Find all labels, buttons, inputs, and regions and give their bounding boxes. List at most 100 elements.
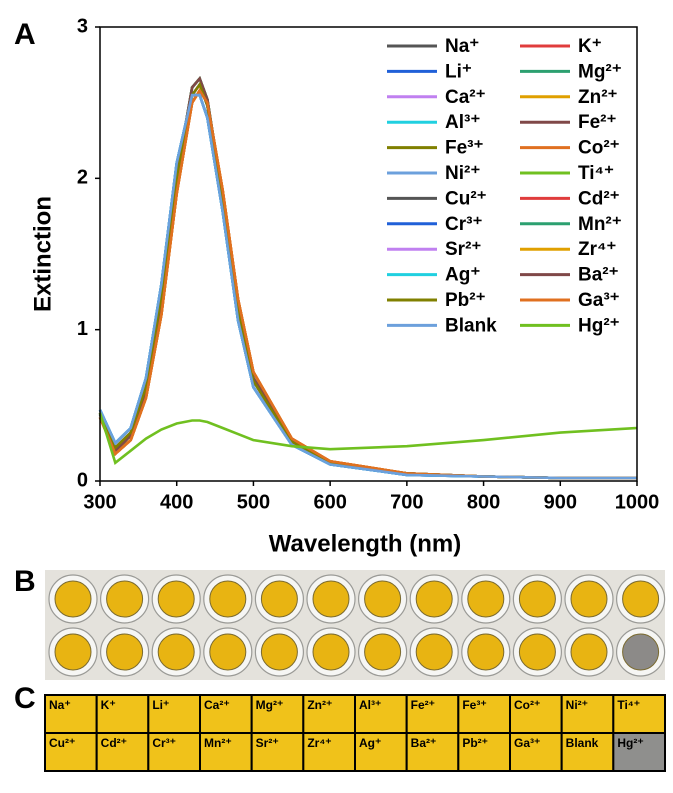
well-liquid <box>157 580 195 618</box>
legend-label: Co²⁺ <box>578 138 620 159</box>
legend-label: Na⁺ <box>445 36 479 57</box>
legend-label: Fe²⁺ <box>578 112 617 133</box>
cell <box>612 694 666 734</box>
legend-label: Sr²⁺ <box>445 239 481 260</box>
cell <box>250 694 305 734</box>
series-line <box>98 75 637 480</box>
y-tick-label: 1 <box>77 318 88 340</box>
cell-label: Ti⁴⁺ <box>617 698 640 712</box>
well-liquid <box>54 633 92 671</box>
cell-label: Pb²⁺ <box>462 736 488 750</box>
cell-label: Zn²⁺ <box>307 698 332 712</box>
well-liquid <box>106 633 144 671</box>
legend-label: Fe³⁺ <box>445 138 484 159</box>
cell <box>199 732 253 772</box>
well-liquid <box>312 633 350 671</box>
well-liquid <box>364 633 402 671</box>
legend-label: Ni²⁺ <box>445 163 480 184</box>
legend-label: Zn²⁺ <box>578 87 618 108</box>
well-liquid <box>570 580 608 618</box>
well-liquid <box>467 580 505 618</box>
well-liquid <box>106 580 144 618</box>
legend-label: Ag⁺ <box>445 265 480 286</box>
cell <box>44 732 98 772</box>
y-axis-label: Extinction <box>29 196 56 312</box>
x-axis-label: Wavelength (nm) <box>269 530 461 557</box>
well-liquid <box>157 633 195 671</box>
well-liquid <box>209 633 247 671</box>
x-tick-label: 400 <box>160 491 193 513</box>
cell-label: Zr⁴⁺ <box>307 736 331 750</box>
cell-label: Cu²⁺ <box>49 736 75 750</box>
legend-label: Ca²⁺ <box>445 87 486 108</box>
legend-label: Blank <box>445 315 497 336</box>
cell-label: Mg²⁺ <box>256 698 284 712</box>
plate-photo <box>45 570 665 680</box>
plot: 300 400 500 600 700 800 900 1000 0 1 2 3 Na⁺ K⁺ Li⁺ Mg²… <box>77 15 659 513</box>
well-liquid <box>260 580 298 618</box>
cell-label: Cr³⁺ <box>152 736 176 750</box>
cell-label: Na⁺ <box>49 698 71 712</box>
cell-label: Ba²⁺ <box>411 736 437 750</box>
well-liquid <box>467 633 505 671</box>
cell-label: Blank <box>566 736 599 750</box>
cell <box>457 694 512 734</box>
well-liquid <box>622 580 660 618</box>
wells <box>48 574 666 677</box>
cell-label: Cd²⁺ <box>101 736 127 750</box>
cell-label: Fe²⁺ <box>411 698 435 712</box>
well-liquid <box>622 633 660 671</box>
cell-label: Ag⁺ <box>359 736 381 750</box>
y-tick-label: 0 <box>77 469 88 491</box>
legend-label: Li⁺ <box>445 61 472 82</box>
cell-label: Fe³⁺ <box>462 698 486 712</box>
panel-label: B <box>14 565 36 598</box>
cell-label: Al³⁺ <box>359 698 381 712</box>
x-tick-label: 600 <box>313 491 346 513</box>
well-liquid <box>209 580 247 618</box>
cell <box>509 732 563 772</box>
legend-label: Ba²⁺ <box>578 265 619 286</box>
legend-label: Mg²⁺ <box>578 61 622 82</box>
x-tick-label: 800 <box>467 491 500 513</box>
cell-label: Hg²⁺ <box>617 736 643 750</box>
well-liquid <box>415 633 453 671</box>
panel-label: C <box>14 682 36 715</box>
cell <box>405 694 460 734</box>
series-line <box>98 75 637 480</box>
x-tick-label: 900 <box>544 491 577 513</box>
series-line <box>98 75 637 480</box>
cell-label: Ni²⁺ <box>566 698 588 712</box>
well-liquid <box>570 633 608 671</box>
well-liquid <box>364 580 402 618</box>
cell <box>405 732 460 772</box>
cell <box>302 732 357 772</box>
legend-label: Zr⁴⁺ <box>578 239 616 260</box>
well-liquid <box>54 580 92 618</box>
legend-label: Pb²⁺ <box>445 290 486 311</box>
panel-c-grid: Na⁺ K⁺ Li⁺ Ca²⁺ Mg²⁺ Zn²⁺ Al³⁺ Fe²⁺ Fe³⁺ Co²⁺ Ni²⁺… <box>44 694 666 772</box>
legend-label: Ti⁴⁺ <box>578 163 614 184</box>
legend-label: Cu²⁺ <box>445 188 487 209</box>
x-tick-label: 300 <box>83 491 116 513</box>
plot-frame <box>99 26 638 482</box>
series-line <box>98 412 638 465</box>
cell <box>560 732 615 772</box>
series-line <box>98 75 637 480</box>
y-tick-label: 3 <box>77 15 88 37</box>
y-tick-label: 2 <box>77 167 88 189</box>
cell-label: Co²⁺ <box>514 698 540 712</box>
cell <box>612 732 666 772</box>
legend-label: Hg²⁺ <box>578 315 620 336</box>
well-liquid <box>312 580 350 618</box>
cell-label: Ga³⁺ <box>514 736 540 750</box>
well-liquid <box>518 633 556 671</box>
legend-label: Cd²⁺ <box>578 188 620 209</box>
well-liquid <box>518 580 556 618</box>
cell-label: Sr²⁺ <box>256 736 279 750</box>
legend-label: Al³⁺ <box>445 112 480 133</box>
legend-label: Ga³⁺ <box>578 290 620 311</box>
legend-label: Mn²⁺ <box>578 214 622 235</box>
